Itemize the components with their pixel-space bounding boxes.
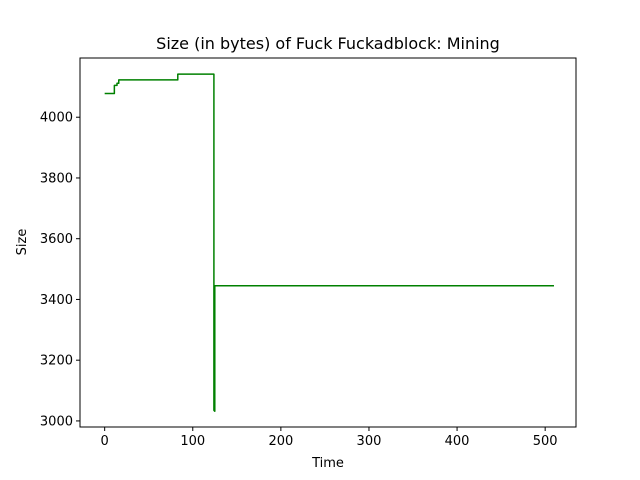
chart-title: Size (in bytes) of Fuck Fuckadblock: Min…: [156, 34, 500, 53]
y-tick-label: 3000: [40, 414, 73, 429]
plot-frame: [79, 57, 577, 428]
series-layer: [104, 73, 554, 412]
y-tick-label: 3600: [40, 232, 73, 247]
y-tick-label: 3800: [40, 171, 73, 186]
x-tick-label: 300: [357, 434, 382, 449]
x-tick-label: 100: [180, 434, 205, 449]
series-line-0: [104, 73, 554, 412]
x-axis-ticks: 0 100 200 300 400 500: [101, 427, 558, 449]
y-axis-label: Size: [15, 229, 30, 256]
x-tick-label: 200: [268, 434, 293, 449]
y-axis-ticks: 3000 3200 3400 3600 3800 4000: [40, 111, 80, 429]
y-tick-label: 3400: [40, 293, 73, 308]
y-tick-label: 3200: [40, 354, 73, 369]
x-axis-label: Time: [311, 456, 344, 471]
x-tick-label: 400: [445, 434, 470, 449]
x-tick-label: 0: [101, 434, 109, 449]
x-tick-label: 500: [533, 434, 558, 449]
y-tick-label: 4000: [40, 111, 73, 126]
